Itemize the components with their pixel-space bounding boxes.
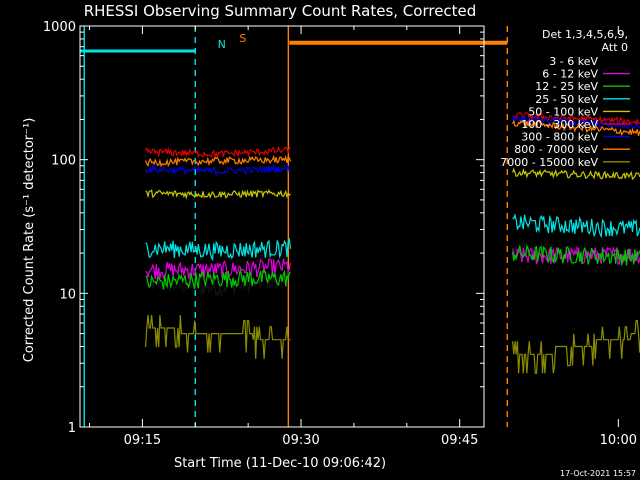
- series-line: [512, 239, 640, 265]
- x-tick-label: 09:15: [124, 433, 161, 448]
- legend-label: 3 - 6 keV: [549, 55, 598, 68]
- legend-label: 100 - 300 keV: [521, 118, 598, 131]
- legend-label: 800 - 7000 keV: [514, 143, 598, 156]
- series-5: [145, 112, 640, 160]
- legend-label: 50 - 100 keV: [528, 105, 598, 118]
- series-line: [145, 258, 292, 280]
- legend-label: 300 - 800 keV: [521, 131, 598, 144]
- legend-label: 6 - 12 keV: [542, 68, 598, 81]
- series-line: [145, 163, 291, 177]
- series-3: [145, 212, 640, 262]
- x-tick-label: 10:00: [600, 433, 637, 448]
- legend-header: Att 0: [602, 41, 628, 54]
- series-line: [145, 268, 291, 290]
- legend-header: Det 1,3,4,5,6,9,: [542, 28, 628, 41]
- series-line: [145, 154, 292, 168]
- x-axis-label: Start Time (11-Dec-10 09:06:42): [174, 456, 386, 471]
- plot-area: NSF: [80, 26, 640, 427]
- series-line: [512, 118, 640, 137]
- series-4: [145, 167, 640, 200]
- axes: 110100100009:1509:3009:4510:0010:1510:30…: [43, 20, 637, 448]
- plot-frame: [79, 25, 485, 428]
- series-line: [512, 212, 640, 239]
- annotation-s: S: [239, 32, 246, 45]
- y-axis-label: Corrected Count Rate (s⁻¹ detector⁻¹): [22, 118, 37, 363]
- series-line: [145, 145, 291, 160]
- series-line: [512, 243, 640, 266]
- series-line: [512, 320, 640, 374]
- series-line: [512, 112, 640, 127]
- series-2: [145, 243, 640, 290]
- y-tick-label: 10: [59, 287, 76, 302]
- y-tick-label: 100: [51, 154, 76, 169]
- x-tick-label: 09:45: [441, 433, 478, 448]
- series-7: [145, 118, 640, 168]
- legend-label: 25 - 50 keV: [535, 93, 598, 106]
- y-tick-label: 1000: [43, 20, 76, 35]
- series-8: [145, 315, 640, 374]
- series-line: [512, 167, 640, 181]
- chart-title: RHESSI Observing Summary Count Rates, Co…: [84, 2, 477, 20]
- legend-label: 7000 - 15000 keV: [500, 156, 598, 169]
- series-6: [145, 113, 640, 177]
- timestamp: 17-Oct-2021 15:57: [560, 469, 636, 478]
- series-line: [145, 315, 291, 359]
- series-line: [145, 188, 291, 200]
- series-line: [512, 113, 640, 131]
- annotation-n: N: [218, 38, 226, 51]
- x-tick-label: 09:30: [282, 433, 319, 448]
- y-tick-label: 1: [68, 421, 76, 436]
- legend-label: 12 - 25 keV: [535, 80, 598, 93]
- series-line: [145, 237, 292, 262]
